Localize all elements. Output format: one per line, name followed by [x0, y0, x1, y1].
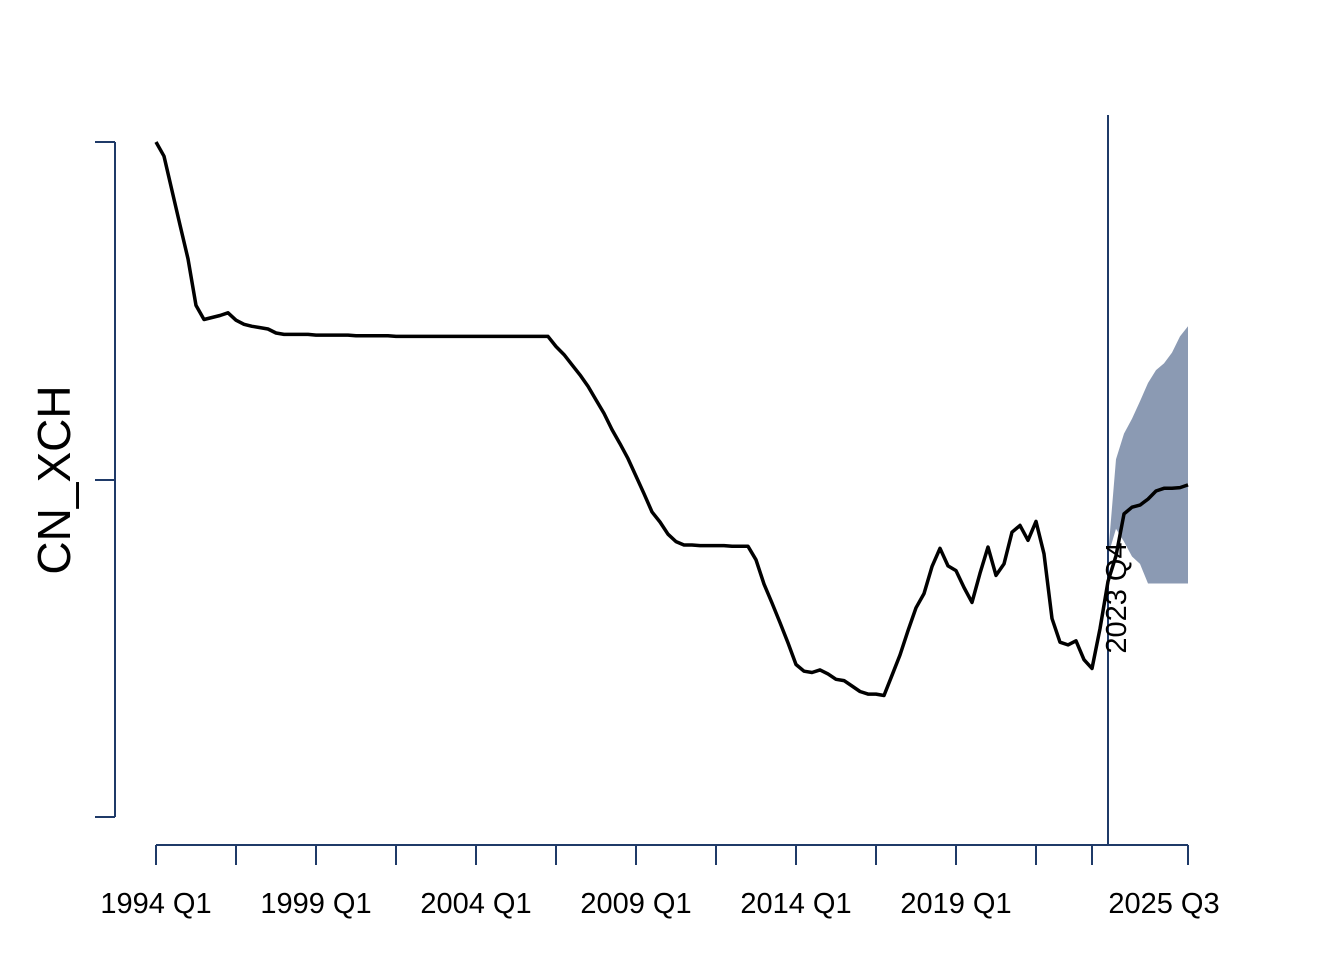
series-line: [154, 141, 1189, 698]
x-tick-labels: 1994 Q1 1999 Q1 2004 Q1 2009 Q1 2014 Q1 2019 …: [100, 888, 1219, 920]
x-tick-label: 2014 Q1: [740, 888, 851, 920]
x-tick-label: 1999 Q1: [260, 888, 371, 920]
x-axis: 1994 Q1 1999 Q1 2004 Q1 2009 Q1 2014 Q1 2019 …: [100, 844, 1220, 920]
forecast-start-label: 2023 Q4: [1101, 542, 1133, 653]
y-axis: [95, 141, 116, 818]
plot-area: 2023 Q4: [154, 115, 1189, 845]
forecast-band: [1108, 326, 1188, 584]
y-axis-label: CN_XCH: [28, 385, 80, 574]
x-tick-label: 1994 Q1: [100, 888, 211, 920]
x-tick-label: 2004 Q1: [420, 888, 531, 920]
x-tick-label: 2009 Q1: [580, 888, 691, 920]
x-tick-label: 2025 Q3: [1108, 888, 1219, 920]
x-ticks: [155, 845, 1189, 865]
x-tick-label: 2019 Q1: [900, 888, 1011, 920]
